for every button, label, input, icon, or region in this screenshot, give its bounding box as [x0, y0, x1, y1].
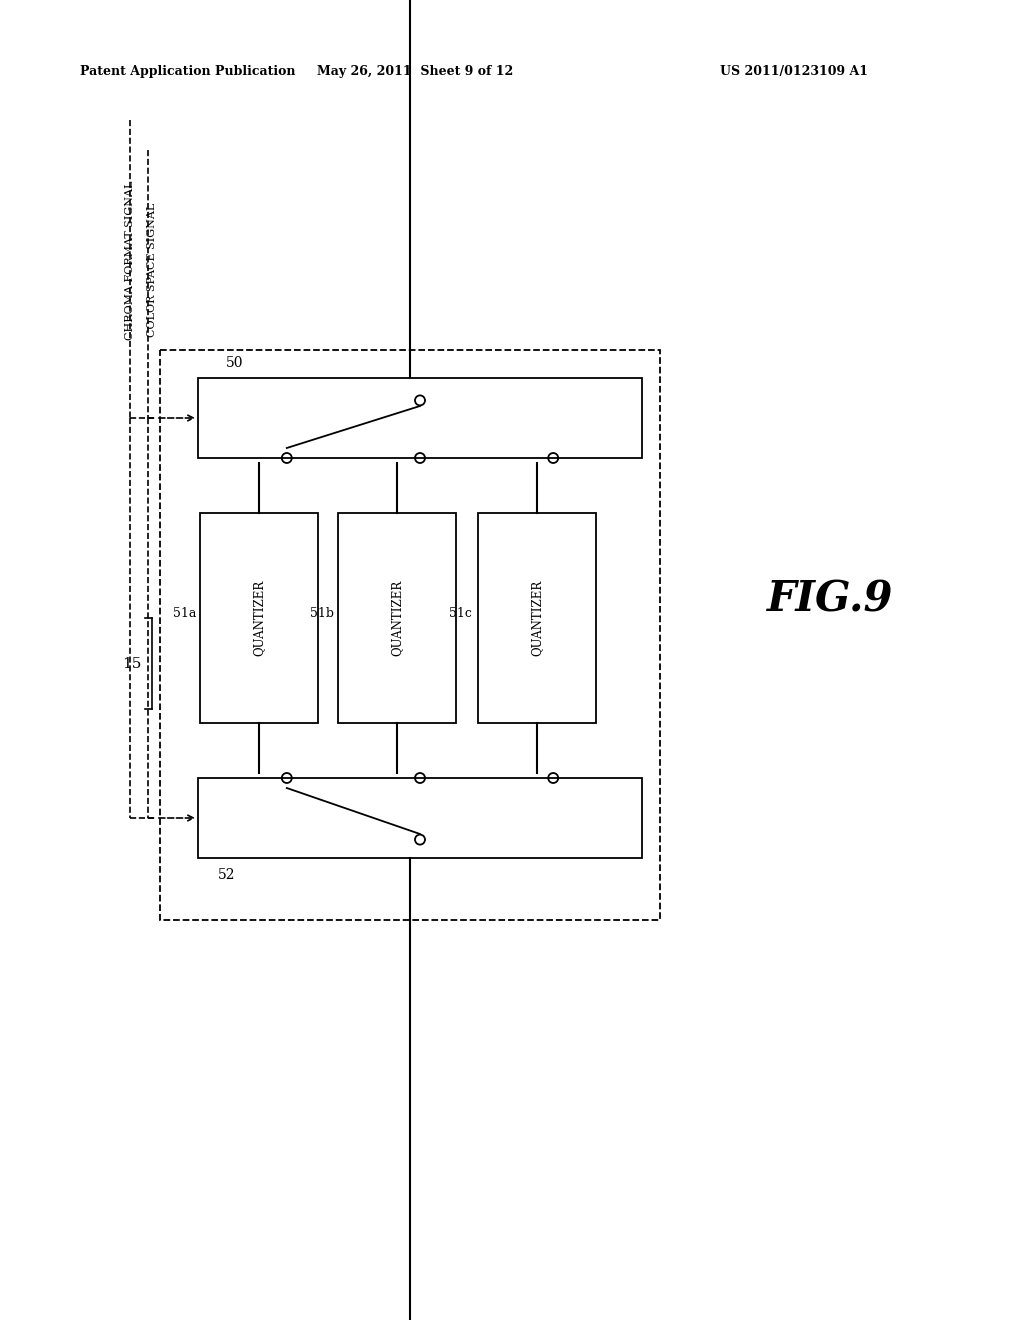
Text: 52: 52	[218, 869, 236, 882]
Bar	[198, 777, 642, 858]
Bar	[200, 513, 318, 723]
Text: May 26, 2011  Sheet 9 of 12: May 26, 2011 Sheet 9 of 12	[316, 66, 513, 78]
Bar	[478, 513, 596, 723]
Text: 51c: 51c	[450, 607, 472, 620]
Text: QUANTIZER: QUANTIZER	[390, 579, 403, 656]
Text: 51b: 51b	[310, 607, 334, 620]
Text: US 2011/0123109 A1: US 2011/0123109 A1	[720, 66, 868, 78]
Text: 15: 15	[122, 656, 141, 671]
Text: QUANTIZER: QUANTIZER	[530, 579, 544, 656]
Bar	[198, 378, 642, 458]
Text: 50: 50	[226, 356, 244, 370]
Text: COLOR SPACE SIGNAL: COLOR SPACE SIGNAL	[147, 203, 157, 337]
Text: FIG.9: FIG.9	[767, 579, 893, 620]
Text: QUANTIZER: QUANTIZER	[253, 579, 265, 656]
Text: Patent Application Publication: Patent Application Publication	[80, 66, 296, 78]
Bar	[160, 350, 660, 920]
Text: CHROMA FORMAT SIGNAL: CHROMA FORMAT SIGNAL	[125, 181, 135, 339]
Bar	[338, 513, 456, 723]
Text: 51a: 51a	[173, 607, 196, 620]
